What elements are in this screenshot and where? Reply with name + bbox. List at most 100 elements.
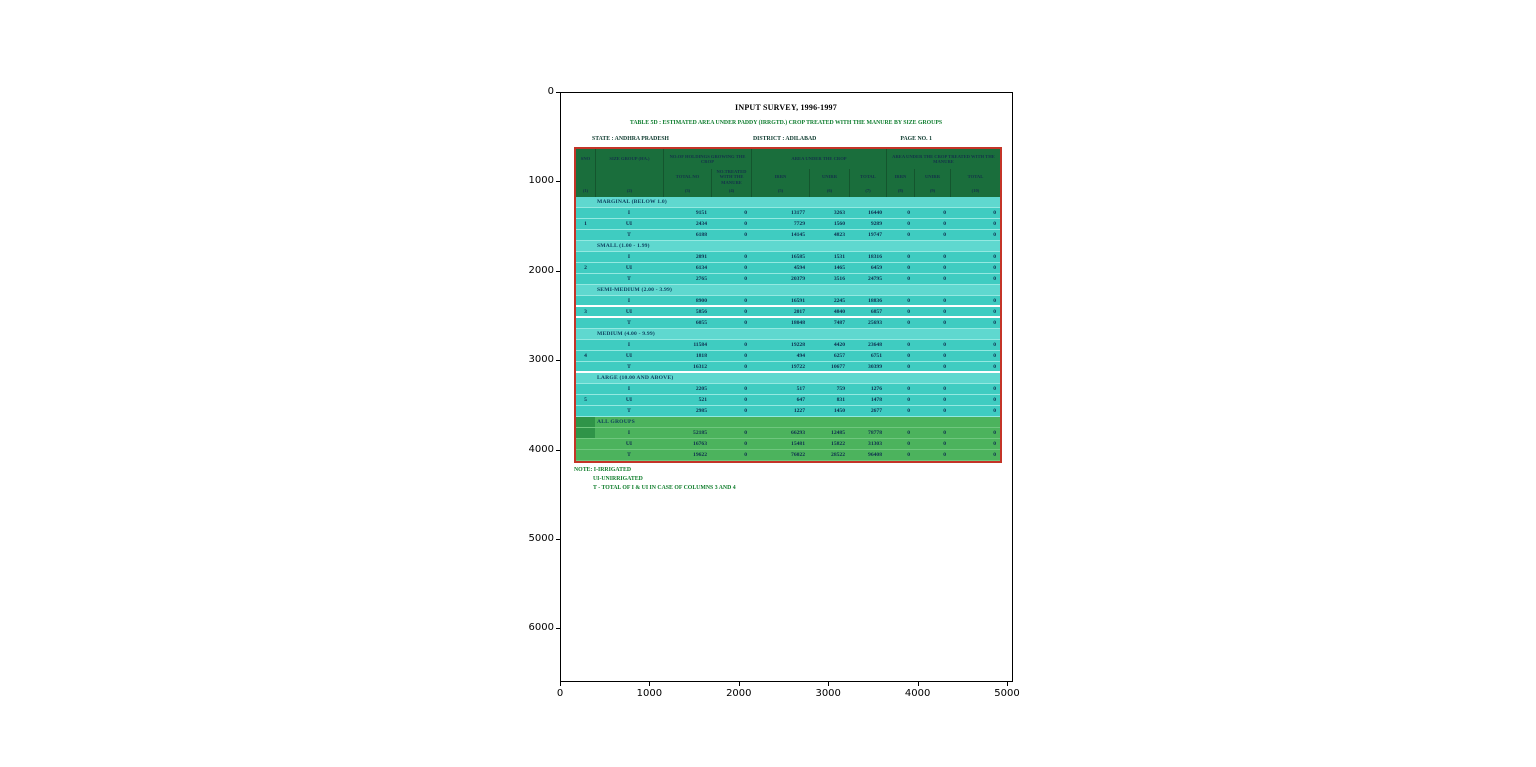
column-number: (10) [950, 185, 1000, 197]
cell-value: 1478 [870, 397, 882, 403]
row-label: T [627, 452, 631, 458]
cell-value: 0 [943, 276, 946, 282]
y-tick-label: 5000 [528, 533, 554, 544]
cell-value: 0 [943, 342, 946, 348]
cell-value: 647 [796, 397, 805, 403]
table-row: 5 UI 521 0 647 831 1478 0 0 0 [576, 395, 1000, 406]
cell-value: 15481 [791, 441, 805, 447]
cell-value: 0 [943, 308, 946, 315]
header-spacer [576, 169, 595, 185]
cell-value: 66293 [791, 430, 805, 436]
cell-value: 16591 [791, 297, 805, 304]
sno-cell: 4 [584, 353, 587, 359]
x-tick-label: 2000 [726, 688, 752, 699]
cell-value: 18048 [791, 320, 805, 326]
cell-value: 15822 [831, 441, 845, 447]
cell-value: 12485 [831, 430, 845, 436]
sno-cell [576, 252, 595, 262]
x-tick-mark [828, 682, 830, 686]
sno-cell [576, 329, 595, 339]
size-group-label: ALL GROUPS [597, 419, 635, 425]
sno-cell: 5 [584, 397, 587, 403]
cell-value: 2245 [833, 297, 845, 304]
cell-value: 6751 [870, 353, 882, 359]
cell-value: 0 [943, 232, 946, 238]
row-label: UI [625, 265, 633, 271]
cell-value: 0 [907, 265, 910, 271]
cell-value: 0 [907, 297, 910, 304]
cell-value: 0 [744, 342, 747, 348]
header-total-1: TOTAL [849, 169, 886, 185]
row-label: I [627, 297, 631, 304]
row-label: I [627, 210, 631, 216]
cell-value: 1450 [833, 408, 845, 414]
cell-value: 24795 [868, 276, 882, 282]
cell-value: 52185 [693, 430, 707, 436]
sno-cell: 1 [584, 221, 587, 227]
header-no-treated: NO.TREATED WITH THE MANURE [711, 169, 751, 185]
header-area-group: AREA UNDER THE CROP [751, 149, 886, 169]
x-tick-label: 3000 [815, 688, 841, 699]
document-image: INPUT SURVEY, 1996-1997 TABLE 5D : ESTIM… [561, 93, 1012, 681]
row-label: UI [625, 441, 633, 447]
cell-value: 6055 [695, 320, 707, 326]
cell-value: 20379 [791, 276, 805, 282]
cell-value: 6257 [833, 353, 845, 359]
cell-value: 0 [993, 210, 996, 216]
data-table: SNO SIZE GROUP (HA.) NO.OF HOLDINGS GROW… [574, 147, 1002, 463]
cell-value: 0 [943, 210, 946, 216]
row-label: T [627, 232, 631, 238]
cell-value: 9151 [695, 210, 707, 216]
note-line: T - TOTAL OF I & UI IN CASE OF COLUMNS 3… [593, 485, 736, 491]
cell-value: 0 [993, 353, 996, 359]
cell-value: 1227 [793, 408, 805, 414]
row-label: I [627, 254, 631, 260]
sno-cell [576, 296, 595, 305]
cell-value: 0 [907, 221, 910, 227]
y-tick-mark [556, 449, 560, 451]
y-tick-mark [556, 92, 560, 93]
header-unirr-1: UNIRR [809, 169, 849, 185]
table-row: T 16312 0 19722 10677 30399 0 0 0 [576, 362, 1000, 373]
table-row: I 2205 0 517 759 1276 0 0 0 [576, 384, 1000, 395]
cell-value: 0 [993, 221, 996, 227]
page-number-label: PAGE NO. 1 [900, 136, 932, 142]
district-label: DISTRICT : ADILABAD [752, 136, 817, 142]
cell-value: 0 [907, 308, 910, 315]
x-tick-mark [560, 682, 561, 686]
cell-value: 2985 [695, 408, 707, 414]
header-band-subcolumns: TOTAL NO NO.TREATED WITH THE MANURE IRRN… [576, 169, 1000, 185]
cell-value: 0 [993, 276, 996, 282]
column-number: (3) [663, 185, 711, 197]
cell-value: 8900 [695, 297, 707, 304]
row-label: UI [625, 308, 633, 315]
table-row: I 52185 0 66293 12485 78778 0 0 0 [576, 428, 1000, 439]
cell-value: 3263 [833, 210, 845, 216]
table-row: MEDIUM (4.00 - 9.99) [576, 329, 1000, 340]
size-group-label: SEMI-MEDIUM (2.00 - 3.99) [597, 287, 673, 293]
cell-value: 0 [744, 397, 747, 403]
cell-value: 4594 [793, 265, 805, 271]
header-sno: SNO [580, 156, 591, 162]
column-number: (5) [751, 185, 809, 197]
row-label: I [627, 342, 631, 348]
cell-value: 0 [907, 386, 910, 392]
table-row: 1 UI 2434 0 7729 1560 9289 0 0 0 [576, 219, 1000, 230]
cell-value: 0 [744, 254, 747, 260]
sno-cell [576, 340, 595, 350]
y-tick-label: 4000 [528, 443, 554, 455]
header-spacer [595, 169, 663, 185]
row-label: T [627, 408, 631, 414]
y-tick-mark [556, 628, 560, 630]
cell-value: 16312 [693, 363, 707, 370]
cell-value: 10677 [831, 363, 845, 370]
table-row: ALL GROUPS [576, 417, 1000, 428]
cell-value: 96408 [868, 452, 882, 458]
cell-value: 78778 [868, 430, 882, 436]
cell-value: 18836 [868, 297, 882, 304]
table-row: SMALL (1.00 - 1.99) [576, 241, 1000, 252]
cell-value: 0 [993, 397, 996, 403]
sno-cell [576, 208, 595, 218]
cell-value: 14145 [791, 232, 805, 238]
